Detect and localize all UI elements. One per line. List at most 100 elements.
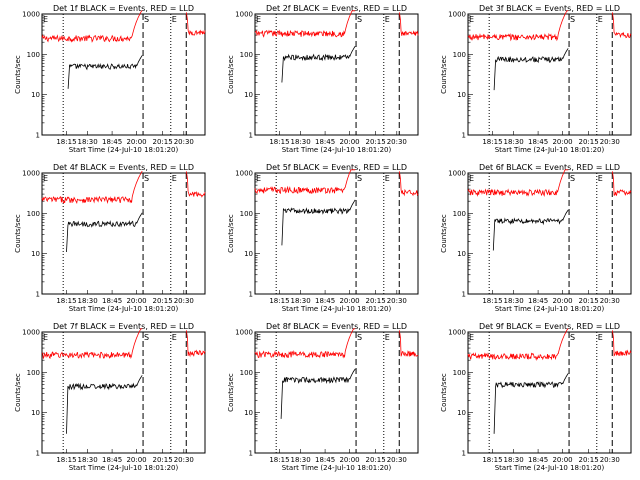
marker-label: S: [144, 15, 149, 24]
series-events-line: [66, 375, 143, 434]
x-tick-label: 20:15: [366, 138, 386, 146]
x-tick-label: 18:45: [315, 456, 335, 464]
y-tick-label: 1000: [448, 170, 466, 178]
x-tick-label: 20:00: [552, 456, 572, 464]
x-tick-label: 18:45: [528, 297, 548, 305]
y-tick-label: 10: [31, 250, 40, 258]
y-tick-label: 100: [453, 369, 466, 377]
panel-title: Det 2f BLACK = Events, RED = LLD: [266, 4, 407, 13]
chart-panel-5: Det 5f BLACK = Events, RED = LLD 1 10 100 10…: [227, 163, 419, 313]
x-tick-label: 20:00: [552, 138, 572, 146]
x-tick-label: 20:00: [126, 456, 146, 464]
series-lld-line: [254, 169, 356, 195]
x-tick-label: 20:00: [552, 297, 572, 305]
x-tick-label: 18:30: [291, 456, 311, 464]
series-lld-line: [41, 10, 143, 43]
y-tick-label: 10: [457, 91, 466, 99]
series-lld-tail-line: [398, 12, 419, 36]
x-tick-label: 20:15: [153, 456, 173, 464]
panel-title: Det 6f BLACK = Events, RED = LLD: [479, 163, 620, 172]
series-lld-tail-line: [185, 171, 206, 198]
y-tick-label: 1: [462, 450, 466, 458]
y-tick-label: 10: [457, 409, 466, 417]
series-lld-tail-line: [185, 12, 206, 36]
marker-label: E: [43, 333, 48, 342]
y-tick-label: 1: [36, 291, 40, 299]
x-axis-label: Start Time (24-Jul-10 18:01:20): [282, 305, 392, 313]
marker-label: E: [469, 174, 474, 183]
y-tick-label: 1000: [235, 329, 253, 337]
series-lld-tail-line: [398, 330, 419, 357]
y-tick-label: 1000: [22, 170, 40, 178]
panel-title: Det 5f BLACK = Events, RED = LLD: [266, 163, 407, 172]
y-tick-label: 100: [27, 51, 40, 59]
y-tick-label: 1: [249, 450, 253, 458]
x-tick-label: 20:00: [126, 138, 146, 146]
y-tick-label: 10: [244, 91, 253, 99]
x-axis-label: Start Time (24-Jul-10 18:01:20): [282, 464, 392, 472]
x-tick-label: 18:15: [482, 456, 502, 464]
marker-label: E: [43, 15, 48, 24]
series-lld-line: [41, 170, 143, 205]
series-lld-line: [467, 169, 569, 198]
x-tick-label: 20:15: [579, 456, 599, 464]
marker-label: S: [357, 15, 362, 24]
y-tick-label: 100: [240, 210, 253, 218]
marker-label: S: [357, 174, 362, 183]
marker-label: E: [385, 174, 390, 183]
chart-panel-9: Det 9f BLACK = Events, RED = LLD 1 10 100 10…: [440, 322, 632, 472]
y-tick-label: 1000: [22, 329, 40, 337]
marker-label: E: [598, 333, 603, 342]
y-tick-label: 10: [457, 250, 466, 258]
series-lld-line: [254, 10, 356, 38]
y-tick-label: 100: [240, 369, 253, 377]
x-tick-label: 20:00: [339, 297, 359, 305]
y-tick-label: 100: [453, 210, 466, 218]
y-tick-label: 1000: [235, 170, 253, 178]
y-tick-label: 1: [36, 450, 40, 458]
marker-label: E: [598, 174, 603, 183]
chart-panel-6: Det 6f BLACK = Events, RED = LLD 1 10 100 10…: [440, 163, 632, 313]
series-lld-tail-line: [611, 171, 632, 197]
panel-title: Det 4f BLACK = Events, RED = LLD: [53, 163, 194, 172]
marker-label: E: [172, 174, 177, 183]
marker-label: E: [469, 15, 474, 24]
x-tick-label: 20:30: [600, 138, 620, 146]
y-tick-label: 1: [462, 291, 466, 299]
x-tick-label: 20:30: [387, 456, 407, 464]
marker-label: E: [256, 333, 261, 342]
panel-title: Det 8f BLACK = Events, RED = LLD: [266, 322, 407, 331]
chart-panel-4: Det 4f BLACK = Events, RED = LLD 1 10 100 10…: [14, 163, 206, 313]
chart-panel-8: Det 8f BLACK = Events, RED = LLD 1 10 100 10…: [227, 322, 419, 472]
x-tick-label: 20:30: [600, 456, 620, 464]
y-tick-label: 1: [249, 291, 253, 299]
x-tick-label: 18:30: [504, 456, 524, 464]
chart-panel-1: Det 1f BLACK = Events, RED = LLD 1 10 100 10…: [14, 4, 206, 154]
y-axis-label: Counts/sec: [227, 373, 235, 412]
x-tick-label: 18:45: [315, 297, 335, 305]
series-events-line: [66, 212, 143, 253]
x-tick-label: 20:15: [579, 138, 599, 146]
y-axis-label: Counts/sec: [440, 373, 448, 412]
x-tick-label: 18:45: [528, 456, 548, 464]
marker-label: S: [144, 333, 149, 342]
marker-label: E: [43, 174, 48, 183]
series-events-line: [281, 199, 356, 246]
y-tick-label: 1: [36, 132, 40, 140]
y-tick-label: 1000: [22, 11, 40, 19]
x-tick-label: 18:30: [504, 138, 524, 146]
series-events-line: [280, 368, 356, 419]
x-tick-label: 18:45: [315, 138, 335, 146]
y-tick-label: 1000: [448, 11, 466, 19]
y-tick-label: 10: [31, 91, 40, 99]
x-axis-label: Start Time (24-Jul-10 18:01:20): [495, 464, 605, 472]
x-tick-label: 18:30: [291, 138, 311, 146]
y-axis-label: Counts/sec: [227, 214, 235, 253]
series-lld-line: [467, 328, 569, 362]
x-tick-label: 18:30: [78, 138, 98, 146]
series-lld-tail-line: [611, 12, 632, 39]
series-events-line: [67, 55, 143, 89]
x-tick-label: 20:30: [600, 297, 620, 305]
marker-label: E: [256, 174, 261, 183]
